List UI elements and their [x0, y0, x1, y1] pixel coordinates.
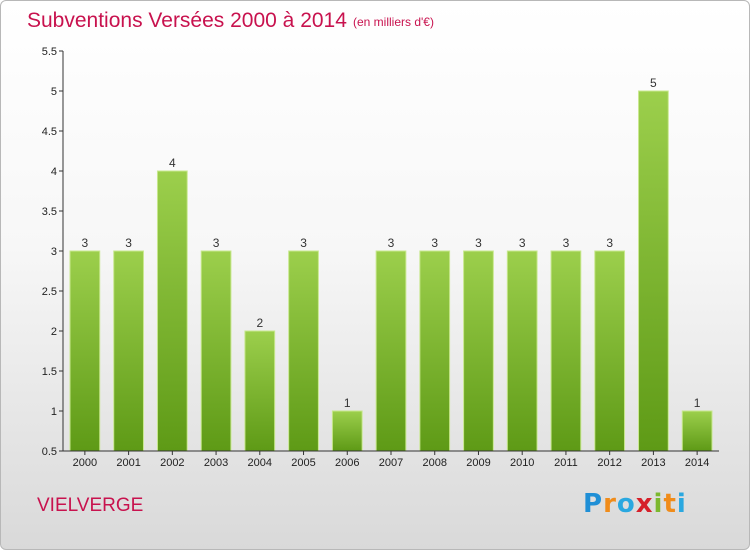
logo-letter: x — [635, 489, 654, 519]
logo-letter: i — [676, 489, 687, 519]
data-label-2003: 3 — [213, 236, 220, 250]
bar-2012 — [594, 250, 626, 452]
data-label-2008: 3 — [431, 236, 438, 250]
bar-2000 — [69, 250, 101, 452]
data-label-2009: 3 — [475, 236, 482, 250]
y-tick-label: 4 — [51, 166, 57, 178]
x-tick-label-2003: 2003 — [204, 457, 228, 469]
x-tick-label-2011: 2011 — [554, 457, 578, 469]
logo-letter: t — [663, 489, 677, 519]
x-tick-label-2005: 2005 — [291, 457, 315, 469]
bar-2007 — [375, 250, 407, 452]
y-tick-label: 3 — [51, 246, 57, 258]
data-label-2005: 3 — [300, 236, 307, 250]
bar-2013 — [638, 90, 669, 452]
data-label-2011: 3 — [563, 236, 570, 250]
logo-letter: o — [616, 489, 636, 519]
x-tick-label-2008: 2008 — [422, 457, 446, 469]
x-tick-label-2001: 2001 — [116, 457, 140, 469]
chart-subtitle: (en milliers d'€) — [353, 15, 434, 29]
logo-letter: P — [583, 489, 604, 519]
y-tick-label: 0.5 — [42, 446, 57, 458]
y-tick-label: 1.5 — [42, 366, 57, 378]
logo-letter: i — [653, 489, 664, 519]
chart-title: Subventions Versées 2000 à 2014 — [27, 9, 347, 32]
commune-name: VIELVERGE — [37, 495, 144, 516]
x-tick-label-2012: 2012 — [597, 457, 621, 469]
x-tick-label-2002: 2002 — [160, 457, 184, 469]
x-tick-label-2006: 2006 — [335, 457, 359, 469]
data-label-2010: 3 — [519, 236, 526, 250]
proxiti-logo[interactable]: Proxiti — [583, 489, 687, 519]
data-label-2013: 5 — [650, 76, 657, 90]
x-tick-label-2000: 2000 — [73, 457, 97, 469]
y-tick-label: 5 — [51, 86, 57, 98]
bar-2004 — [244, 330, 276, 452]
bar-2005 — [288, 250, 319, 452]
data-label-2007: 3 — [388, 236, 395, 250]
data-label-2014: 1 — [694, 396, 701, 410]
x-tick-label-2007: 2007 — [379, 457, 403, 469]
x-tick-label-2004: 2004 — [248, 457, 272, 469]
y-tick-label: 2 — [51, 326, 57, 338]
data-label-2002: 4 — [169, 156, 176, 170]
y-tick-label: 2.5 — [42, 286, 57, 298]
data-label-2000: 3 — [82, 236, 89, 250]
bar-2011 — [550, 250, 582, 452]
bar-2014 — [681, 410, 713, 452]
y-tick-label: 4.5 — [42, 126, 57, 138]
y-tick-label: 5.5 — [42, 46, 57, 58]
x-tick-label-2014: 2014 — [685, 457, 709, 469]
x-tick-label-2013: 2013 — [641, 457, 665, 469]
bar-2002 — [156, 170, 188, 452]
bar-2003 — [200, 250, 232, 452]
data-label-2012: 3 — [606, 236, 613, 250]
y-tick-label: 3.5 — [42, 206, 57, 218]
bar-2010 — [506, 250, 538, 452]
bar-2001 — [113, 250, 144, 452]
logo-letter: r — [603, 489, 617, 519]
bar-2009 — [463, 250, 494, 452]
y-tick-label: 1 — [51, 406, 57, 418]
x-tick-label-2010: 2010 — [510, 457, 534, 469]
bar-2008 — [419, 250, 451, 452]
x-tick-label-2009: 2009 — [466, 457, 490, 469]
data-label-2004: 2 — [256, 316, 263, 330]
data-label-2001: 3 — [125, 236, 132, 250]
data-label-2006: 1 — [344, 396, 351, 410]
bar-2006 — [331, 410, 363, 452]
